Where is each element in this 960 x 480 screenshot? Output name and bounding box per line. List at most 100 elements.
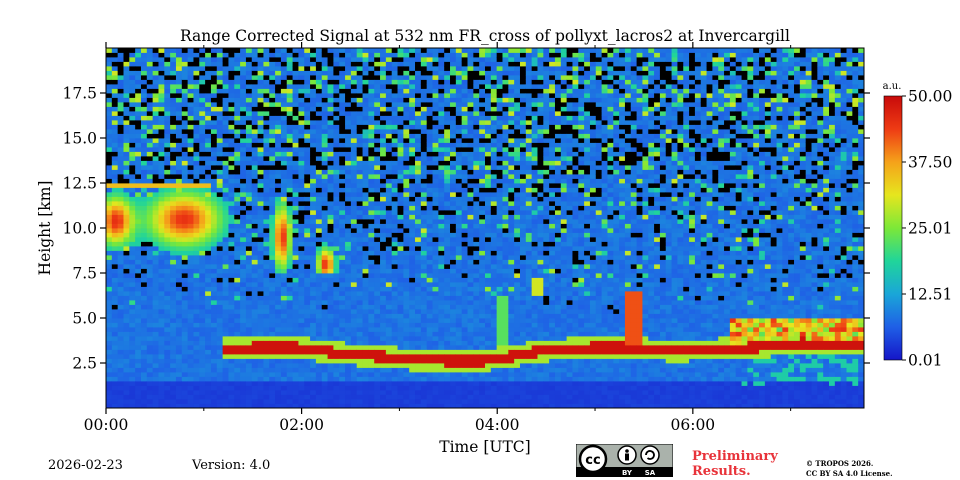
heatmap-cell: [315, 358, 323, 364]
heatmap-cell: [187, 52, 194, 58]
heatmap-cell: [432, 349, 439, 355]
heatmap-cell: [391, 178, 398, 184]
heatmap-cell: [461, 138, 468, 143]
heatmap-cell: [415, 111, 422, 116]
heatmap-cell: [106, 169, 113, 175]
heatmap-cell: [345, 183, 352, 188]
heatmap-cell: [129, 277, 136, 283]
heatmap-cell: [152, 201, 159, 206]
heatmap-cell: [170, 340, 177, 346]
heatmap-cell: [444, 250, 451, 256]
heatmap-cell: [444, 97, 451, 103]
heatmap-cell: [140, 255, 148, 260]
heatmap-cell: [292, 304, 299, 310]
heatmap-cell: [362, 187, 369, 193]
heatmap-cell: [222, 349, 229, 355]
heatmap-cell: [444, 318, 451, 323]
heatmap-cell: [263, 75, 270, 80]
heatmap-cell: [327, 102, 334, 107]
heatmap-cell: [438, 160, 445, 166]
heatmap-cell: [350, 205, 358, 211]
heatmap-cell: [356, 223, 363, 229]
heatmap-cell: [117, 363, 124, 368]
heatmap-cell: [345, 79, 352, 85]
heatmap-cell: [175, 237, 183, 242]
heatmap-cell: [111, 259, 119, 265]
heatmap-cell: [461, 313, 468, 319]
heatmap-cell: [106, 156, 113, 161]
heatmap-cell: [362, 367, 369, 373]
heatmap-cell: [415, 399, 422, 404]
heatmap-cell: [374, 151, 381, 157]
heatmap-cell: [298, 88, 305, 94]
heatmap-cell: [269, 61, 276, 67]
heatmap-cell: [444, 201, 451, 206]
heatmap-cell: [187, 349, 194, 355]
heatmap-cell: [106, 304, 113, 310]
heatmap-cell: [292, 79, 299, 85]
heatmap-cell: [210, 304, 218, 310]
heatmap-cell: [415, 115, 422, 121]
heatmap-cell: [175, 246, 183, 251]
heatmap-cell: [251, 358, 258, 364]
heatmap-cell: [333, 210, 340, 215]
heatmap-cell: [327, 394, 334, 400]
heatmap-cell: [374, 385, 381, 391]
heatmap-cell: [380, 345, 387, 350]
heatmap-cell: [321, 313, 328, 319]
heatmap-cell: [420, 52, 428, 58]
heatmap-cell: [368, 174, 375, 179]
heatmap-cell: [339, 372, 346, 377]
heatmap-cell: [286, 106, 293, 112]
heatmap-cell: [257, 241, 264, 247]
heatmap-cell: [117, 345, 124, 350]
heatmap-cell: [438, 210, 445, 215]
heatmap-cell: [269, 165, 276, 170]
heatmap-cell: [292, 358, 299, 364]
heatmap-cell: [426, 286, 433, 292]
heatmap-cell: [432, 372, 439, 377]
heatmap-cell: [368, 219, 375, 224]
heatmap-cell: [403, 246, 410, 251]
heatmap-cell: [251, 48, 258, 53]
heatmap-cell: [158, 183, 165, 188]
heatmap-cell: [409, 183, 416, 188]
heatmap-cell: [152, 237, 159, 242]
heatmap-cell: [356, 115, 363, 121]
heatmap-cell: [240, 156, 247, 161]
heatmap-cell: [415, 385, 422, 391]
heatmap-cell: [368, 255, 375, 260]
heatmap-cell: [444, 48, 451, 53]
heatmap-cell: [170, 336, 177, 341]
heatmap-cell: [210, 322, 218, 328]
heatmap-cell: [333, 129, 340, 134]
heatmap-cell: [210, 309, 218, 314]
heatmap-cell: [345, 250, 352, 256]
heatmap-cell: [158, 93, 165, 98]
heatmap-cell: [461, 88, 468, 94]
heatmap-cell: [205, 264, 212, 269]
heatmap-cells: [106, 48, 865, 409]
heatmap-cell: [403, 214, 410, 220]
heatmap-cell: [275, 70, 282, 76]
heatmap-cell: [158, 178, 165, 184]
heatmap-cell: [310, 160, 317, 166]
heatmap-cell: [129, 295, 136, 301]
heatmap-cell: [263, 277, 270, 283]
heatmap-cell: [356, 268, 363, 274]
heatmap-cell: [263, 169, 270, 175]
heatmap-cell: [310, 390, 317, 395]
heatmap-cell: [205, 79, 212, 85]
heatmap-cell: [240, 390, 247, 395]
heatmap-cell: [234, 255, 241, 260]
heatmap-cell: [228, 201, 235, 206]
heatmap-cell: [368, 237, 375, 242]
heatmap-cell: [111, 372, 119, 377]
heatmap-cell: [251, 268, 258, 274]
heatmap-cell: [275, 354, 282, 359]
heatmap-cell: [123, 354, 130, 359]
heatmap-cell: [327, 390, 334, 395]
heatmap-cell: [356, 340, 363, 346]
heatmap-cell: [205, 399, 212, 404]
heatmap-cell: [205, 322, 212, 328]
